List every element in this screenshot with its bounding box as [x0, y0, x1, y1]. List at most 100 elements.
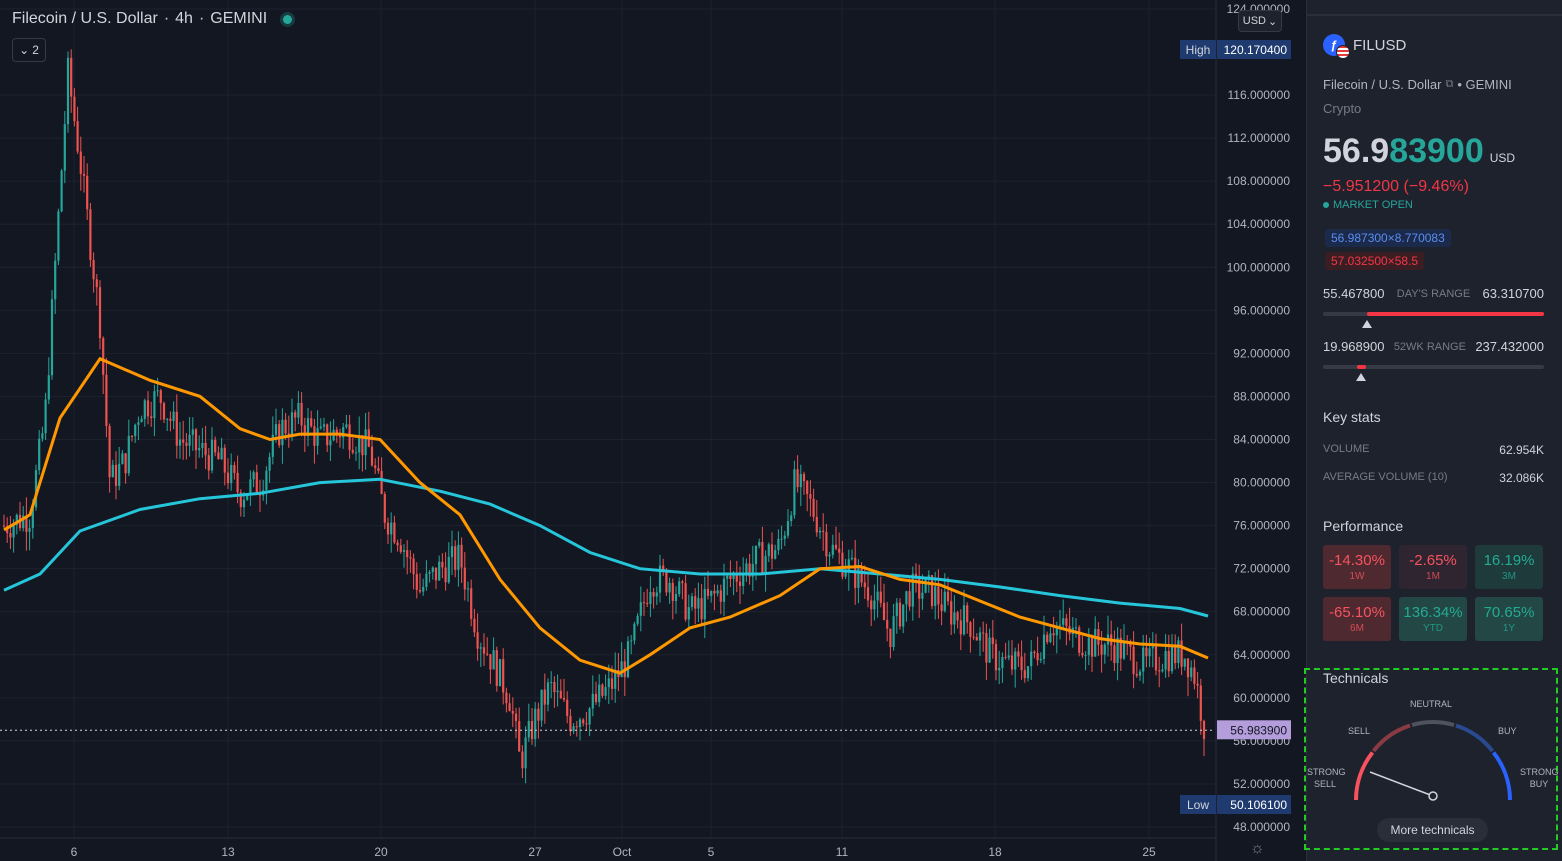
candle-body	[543, 689, 546, 705]
candle-body	[873, 600, 876, 610]
price-tick-label: 88.000000	[1233, 389, 1290, 403]
candle-body	[1129, 642, 1132, 647]
gauge-buy-arc	[1455, 723, 1495, 753]
candle-body	[1065, 618, 1068, 627]
separator: ·	[163, 10, 170, 27]
candle-body	[130, 436, 134, 438]
candle-body	[495, 650, 498, 687]
candle-body	[313, 426, 316, 446]
candle-body	[598, 684, 601, 703]
candle-body	[182, 439, 185, 443]
candle-body	[911, 573, 914, 607]
candle-body	[838, 548, 841, 553]
candle-body	[194, 429, 198, 451]
perf-cell-1m[interactable]: -2.65% 1M	[1399, 545, 1467, 589]
time-tick-label: 18	[988, 845, 1002, 859]
symbol-ticker[interactable]: FILUSD	[1353, 36, 1407, 54]
candle-body	[508, 703, 511, 712]
candle-body	[1084, 655, 1087, 657]
candle-body	[489, 654, 492, 670]
perf-cell-6m[interactable]: -65.10% 6M	[1323, 597, 1391, 641]
candle-body	[431, 567, 434, 573]
settings-gear-icon[interactable]: ☼	[1250, 840, 1265, 857]
candle-body	[1174, 645, 1177, 664]
market-status-dot-icon	[283, 14, 293, 24]
candle-body	[118, 463, 121, 486]
external-link-icon[interactable]: ⧉	[1445, 78, 1454, 90]
perf-cell-3m[interactable]: 16.19% 3M	[1475, 545, 1543, 589]
candle-body	[514, 713, 518, 722]
wk52-range-low: 19.968900	[1323, 339, 1385, 354]
candle-body	[1058, 624, 1062, 626]
chart-grid	[0, 0, 1215, 838]
price-tick-label: 64.000000	[1233, 648, 1290, 662]
candle-body	[1142, 647, 1145, 672]
candle-body	[70, 57, 73, 97]
candle-body	[166, 418, 169, 420]
wk52-range-fill	[1356, 365, 1366, 369]
indicators-collapse-button[interactable]: ⌄ 2	[12, 38, 46, 62]
price-tick-label: 60.000000	[1233, 691, 1290, 705]
candle-body	[386, 522, 390, 535]
candle-body	[66, 57, 70, 125]
candle-body	[396, 542, 399, 546]
chart-area[interactable]: 124.000000 116.000000 112.000000 108.000000…	[0, 0, 1300, 861]
candle-body	[866, 587, 870, 601]
candle-body	[434, 567, 438, 581]
ma-fast-line	[3, 356, 1209, 675]
candle-body	[1046, 634, 1049, 643]
candle-body	[41, 433, 44, 439]
candle-body	[226, 472, 230, 484]
time-tick-label: 13	[221, 845, 235, 859]
currency-selector[interactable]: USD ⌄	[1238, 10, 1282, 32]
interval-label[interactable]: 4h	[175, 10, 193, 27]
candle-body	[550, 681, 553, 683]
candle-body	[86, 175, 89, 210]
candle-body	[162, 403, 166, 420]
gauge-strong-sell-arc	[1354, 751, 1375, 801]
candle-body	[210, 439, 214, 471]
perf-cell-ytd[interactable]: 136.34% YTD	[1399, 597, 1467, 641]
candle-body	[1042, 634, 1046, 659]
candle-body	[12, 524, 15, 538]
candle-body	[300, 402, 303, 426]
candle-body	[610, 678, 614, 689]
price-tick-label: 84.000000	[1233, 433, 1290, 447]
candle-body	[169, 418, 172, 421]
candle-body	[630, 640, 633, 642]
candle-body	[726, 575, 729, 579]
candle-body	[105, 374, 108, 426]
candle-body	[342, 427, 345, 438]
perf-label: 1W	[1349, 571, 1365, 582]
chevron-down-icon: ⌄	[19, 43, 30, 57]
candle-body	[761, 542, 764, 574]
candles-group	[2, 49, 1206, 784]
candle-body	[994, 644, 998, 671]
candle-body	[1186, 658, 1190, 678]
candle-body	[1145, 647, 1148, 657]
candle-body	[822, 530, 825, 533]
candle-body	[626, 641, 630, 678]
candle-body	[175, 411, 178, 446]
candle-body	[159, 390, 162, 404]
candle-body	[1167, 650, 1170, 672]
candle-body	[358, 435, 361, 453]
candle-body	[390, 522, 393, 535]
candle-body	[722, 578, 726, 602]
price-chart[interactable]: 124.000000116.000000112.000000108.000000…	[0, 0, 1300, 861]
perf-label: 1Y	[1502, 623, 1516, 634]
candle-body	[649, 592, 652, 604]
candle-body	[559, 690, 562, 699]
candle-body	[319, 426, 322, 429]
wk52-range-labels: 19.968900 52WK RANGE 237.432000	[1323, 339, 1544, 354]
candle-body	[156, 390, 159, 392]
candle-body	[1087, 637, 1090, 656]
perf-cell-1w[interactable]: -14.30% 1W	[1323, 545, 1391, 589]
perf-cell-1y[interactable]: 70.65% 1Y	[1475, 597, 1543, 641]
candle-body	[777, 538, 780, 551]
candle-body	[844, 572, 847, 577]
candle-body	[290, 412, 294, 436]
us-flag-icon	[1336, 45, 1350, 59]
candle-body	[735, 574, 738, 582]
more-technicals-button[interactable]: More technicals	[1377, 818, 1488, 842]
